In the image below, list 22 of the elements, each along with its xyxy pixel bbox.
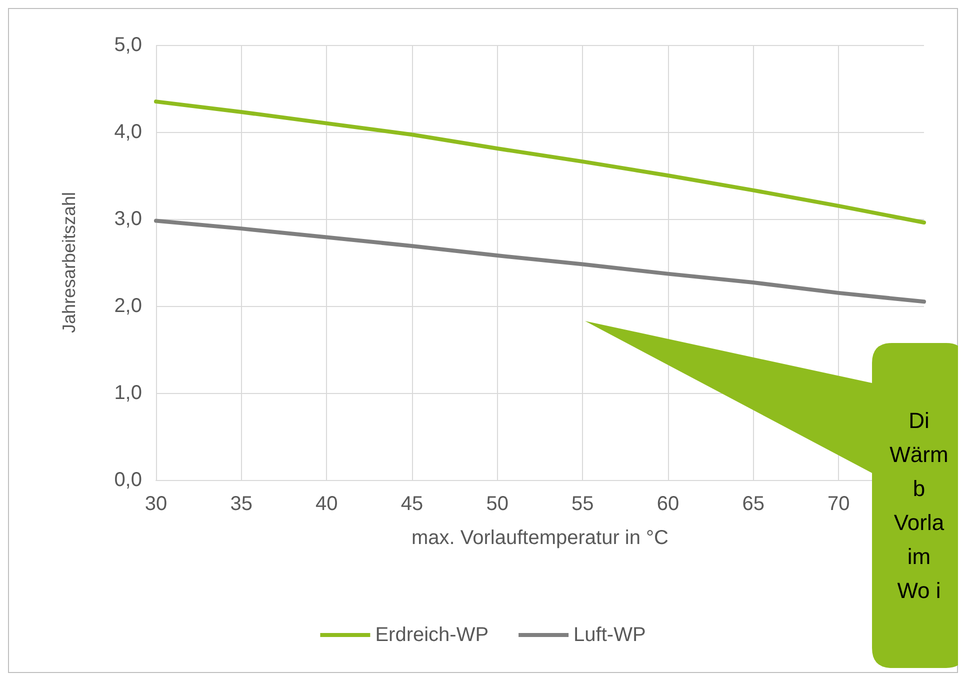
annotation: Di Wärm b Vorla im Wo i: [888, 406, 950, 604]
x-tick-label: 70: [828, 493, 850, 515]
x-tick-label: 40: [316, 493, 338, 515]
legend-label: Erdreich-WP: [375, 624, 489, 646]
x-tick-label: 35: [230, 493, 252, 515]
y-tick-label: 1,0: [114, 382, 142, 404]
y-tick-label: 4,0: [114, 121, 142, 143]
x-axis-title: max. Vorlauftemperatur in °C: [412, 527, 668, 549]
line-series: [154, 218, 926, 304]
x-tick-label: 50: [486, 493, 508, 515]
y-tick-label: 5,0: [114, 34, 142, 56]
x-tick-label: 60: [656, 493, 680, 515]
x-tick-label: 45: [400, 493, 424, 515]
legend-label: Luft-WP: [574, 624, 646, 646]
line-series: [154, 100, 926, 224]
x-tick-label: 55: [572, 493, 594, 515]
x-tick-label: 65: [742, 493, 764, 515]
y-axis-title: Jahresarbeitszahl: [59, 192, 79, 334]
y-tick-label: 3,0: [114, 208, 142, 230]
x-tick-label: 30: [144, 493, 168, 515]
y-tick-label: 2,0: [114, 295, 142, 317]
y-tick-label: 0,0: [114, 469, 142, 491]
